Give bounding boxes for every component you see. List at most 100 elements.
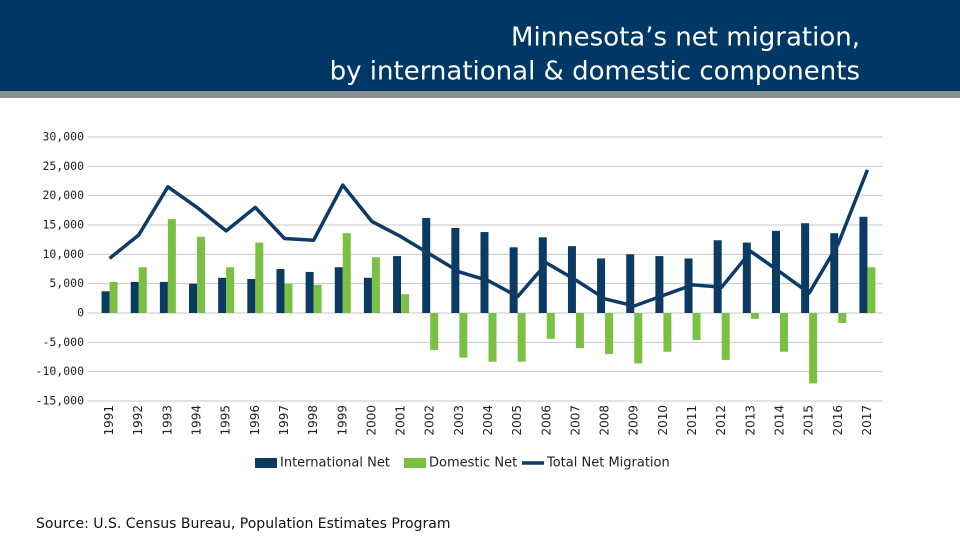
bar [313,284,322,313]
legend-label: Domestic Net [429,456,517,471]
bar [692,313,701,340]
bar [742,242,751,313]
chart-title: Minnesota’s net migration, [511,23,860,53]
x-tick-label: 1994 [190,405,204,436]
bar [575,313,584,349]
bar [509,247,518,313]
chart-title: by international & domestic components [330,57,860,87]
x-tick-label: 2015 [802,405,816,436]
bar [830,233,839,313]
x-tick-label: 2010 [656,405,670,436]
x-tick-label: 1995 [219,405,233,436]
bar [167,219,176,313]
bar [867,267,876,313]
bar [159,281,168,313]
legend-label: International Net [280,456,390,471]
bar [779,313,788,352]
x-tick-label: 2014 [772,405,786,436]
bar [197,236,206,313]
bar [663,313,672,352]
x-tick-label: 1997 [277,405,291,436]
y-tick-label: -10,000 [36,364,85,378]
bar [480,232,489,313]
bar [371,257,380,313]
bar [546,313,555,339]
bar [605,313,614,355]
bar [721,313,730,360]
legend-label: Total Net Migration [546,456,670,471]
bar [809,313,818,384]
bar [138,267,147,313]
bar [859,216,868,313]
bar [401,294,410,313]
x-tick-label: 2008 [598,405,612,436]
x-tick-label: 1998 [306,405,320,436]
x-tick-label: 1999 [335,405,349,436]
x-tick-label: 2000 [364,405,378,436]
y-tick-label: 0 [77,306,84,320]
bar [597,258,606,313]
bar [430,313,439,350]
line [108,169,870,308]
bar [655,256,664,313]
y-tick-label: 30,000 [42,130,84,144]
y-tick-label: 5,000 [49,276,84,290]
bar [363,277,372,313]
bar [393,256,402,313]
bar [801,223,810,313]
x-tick-label: 1992 [131,405,145,436]
x-tick-label: 2004 [481,405,495,436]
bar [189,283,198,313]
x-tick-label: 2016 [831,405,845,436]
bar [459,313,468,358]
y-tick-label: 10,000 [42,247,84,261]
x-tick-label: 2012 [714,405,728,436]
bar [634,313,643,364]
y-tick-label: 20,000 [42,188,84,202]
bar [130,281,139,313]
bar [488,313,497,362]
bar [771,230,780,313]
x-tick-label: 1996 [248,405,262,436]
x-tick-label: 2017 [860,405,874,436]
header-rule [0,91,960,98]
x-tick-label: 2007 [568,405,582,436]
bar [517,313,526,362]
source-note: Source: U.S. Census Bureau, Population E… [36,516,450,532]
bar [538,237,547,313]
x-tick-label: 2011 [685,405,699,436]
y-tick-label: 25,000 [42,159,84,173]
bar [334,267,343,313]
bar [226,267,235,313]
bar [305,271,314,313]
x-tick-label: 2002 [423,405,437,436]
x-tick-label: 2006 [539,405,553,436]
bar [247,278,256,313]
x-tick-label: 2005 [510,405,524,436]
bar [713,240,722,313]
bar [255,242,264,313]
bar [422,217,431,313]
x-tick-label: 2013 [743,405,757,436]
x-tick-label: 2009 [627,405,641,436]
bar [284,283,293,313]
y-tick-label: -15,000 [36,394,85,408]
legend-swatch [255,458,277,468]
bar [750,313,759,319]
header-band [0,0,960,91]
bar [109,281,118,313]
bar [838,313,847,323]
y-tick-label: 15,000 [42,218,84,232]
x-tick-label: 1991 [102,405,116,436]
y-tick-label: -5,000 [42,335,84,349]
bar [218,277,227,313]
bar [342,233,351,313]
x-tick-label: 2003 [452,405,466,436]
x-tick-label: 2001 [394,405,408,436]
x-tick-label: 1993 [160,405,174,436]
legend-swatch [404,458,426,468]
bar [101,291,110,313]
bar [276,269,285,313]
bar [626,254,635,313]
